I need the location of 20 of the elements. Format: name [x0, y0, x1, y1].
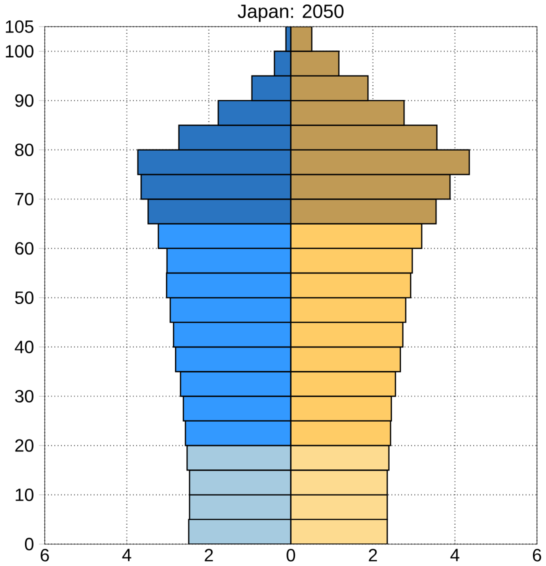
y-tick-label: 0 [24, 538, 34, 550]
x-tick-label: 4 [450, 548, 460, 562]
x-tick-label: 2 [368, 548, 377, 562]
y-tick-label: 100 [6, 45, 34, 58]
x-tick-label: 4 [122, 548, 131, 562]
y-tick-label: 70 [15, 192, 34, 206]
y-tick-label: 80 [14, 144, 34, 156]
y-tick-label: 60 [15, 242, 34, 255]
y-tick-label: 50 [14, 291, 34, 304]
y-tick-label: 10 [16, 488, 34, 502]
x-tick-label: 2 [204, 548, 213, 562]
x-tick-label: 0 [286, 548, 295, 562]
y-tick-label: 90 [15, 94, 34, 107]
y-tick-label: 20 [15, 439, 34, 452]
chart-title: Japan: 2050 [238, 4, 344, 22]
y-tick-label: 105 [6, 20, 34, 33]
y-tick-label: 40 [14, 340, 34, 354]
x-tick-label: 6 [40, 548, 49, 562]
y-tick-label: 30 [14, 390, 34, 403]
x-tick-label: 6 [532, 548, 541, 562]
